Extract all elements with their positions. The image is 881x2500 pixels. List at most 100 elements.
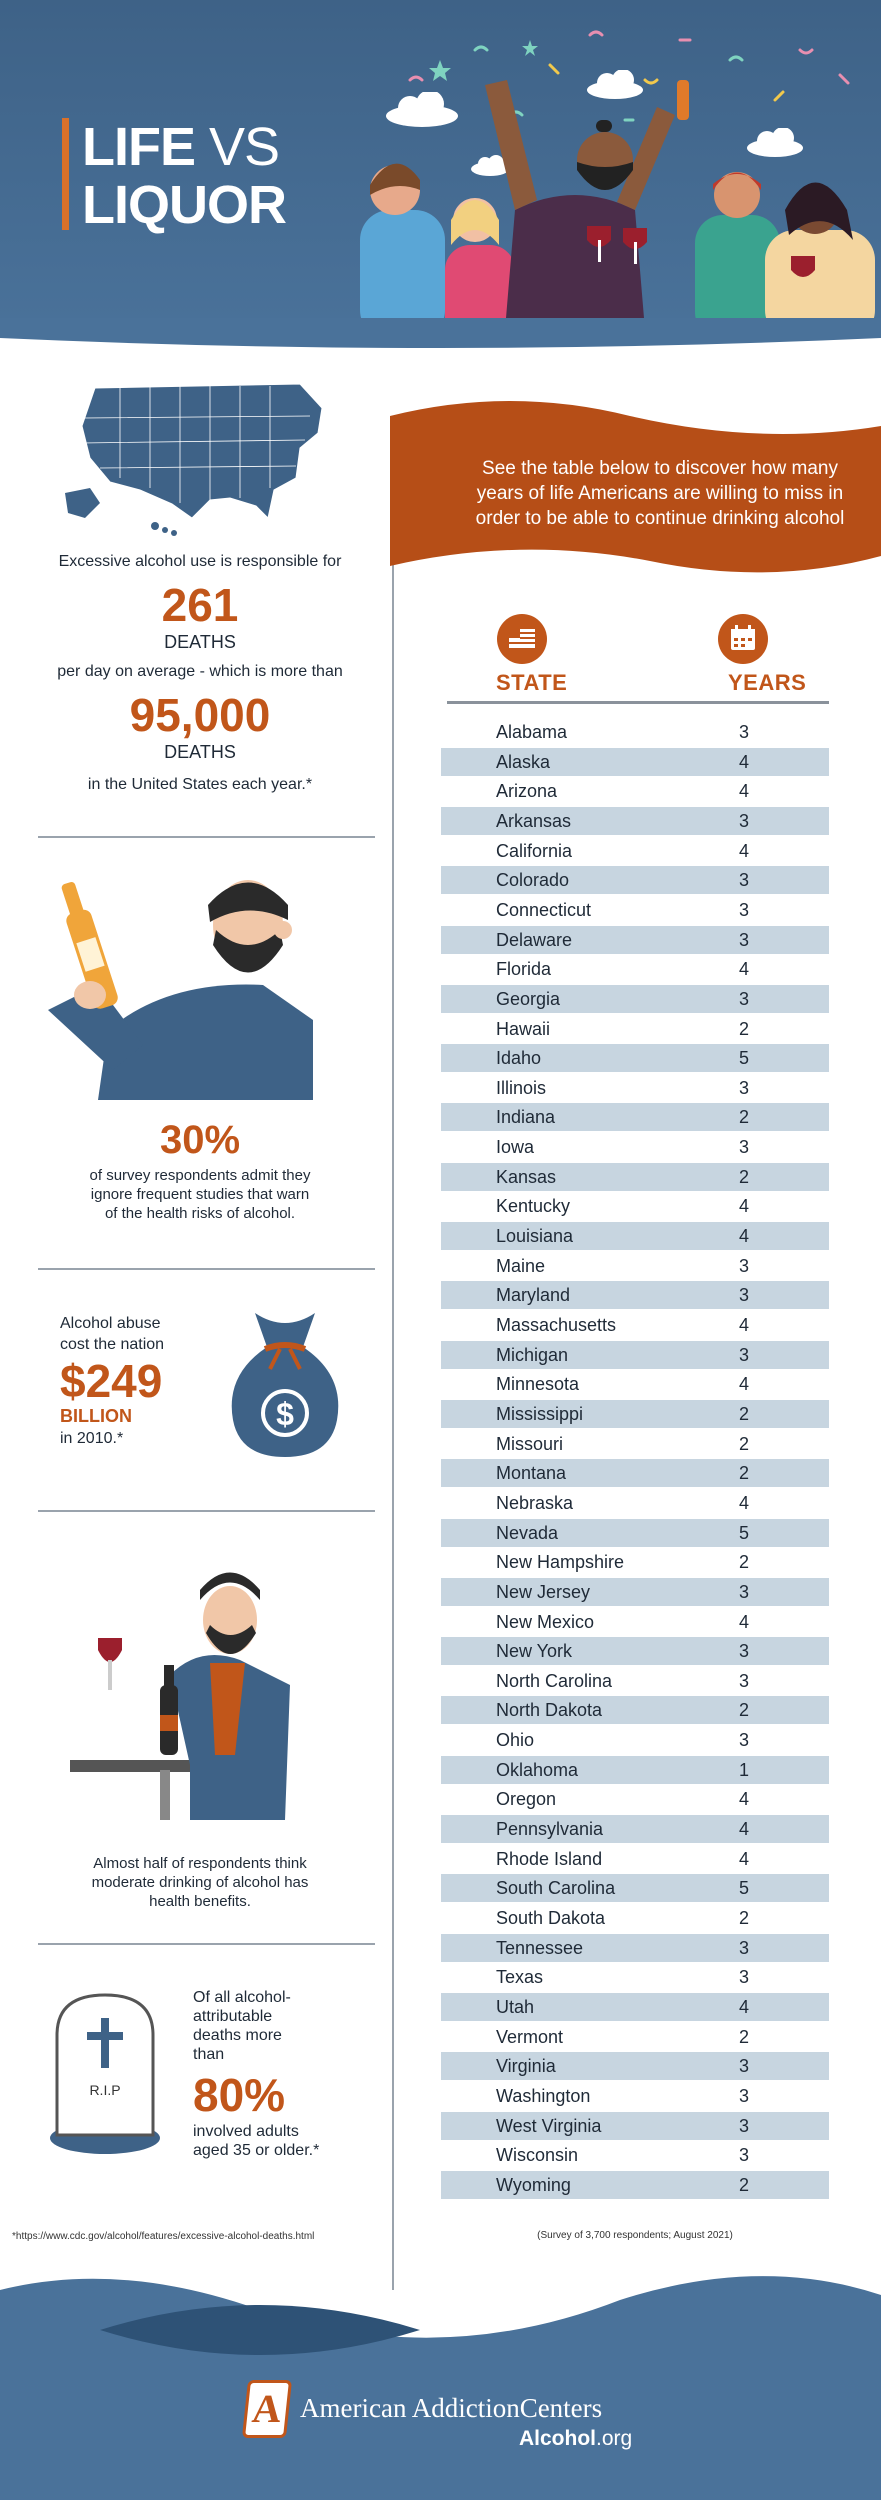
state-name: Tennessee [496,1937,584,1958]
table-row: Montana 2 [441,1459,829,1488]
years-value: 3 [738,899,749,920]
table-row: Indiana 2 [441,1103,829,1132]
table-row: South Dakota 2 [441,1904,829,1932]
years-value: 3 [738,2145,749,2166]
table-row: Minnesota 4 [441,1370,829,1398]
table-row: Ohio 3 [441,1726,829,1754]
table-row: Louisiana 4 [441,1222,829,1251]
table-row: Nevada 5 [441,1518,829,1547]
moderate-text-line-1: Almost half of respondents think [93,1855,307,1872]
table-row: Wyoming 2 [441,2170,829,2199]
cost-text-line-1: Alcohol abuse [60,1315,161,1332]
years-value: 4 [738,781,749,802]
age-text-block-2: involved adults aged 35 or older.* [193,2122,319,2160]
footer-wave [0,2276,881,2500]
state-name: Utah [496,1996,535,2017]
state-name: Virginia [496,2056,556,2077]
state-name: Idaho [496,1048,542,1069]
section-divider [38,836,375,838]
years-value: 4 [738,751,749,772]
table-row: Iowa 3 [441,1133,829,1161]
deaths-per-day-value: 261 [161,579,239,631]
survey-text-line-2: ignore frequent studies that warn [90,1186,310,1203]
years-value: 3 [738,1730,749,1751]
banner-line-1: See the table below to discover how many [482,458,838,479]
table-header-years: YEARS [728,670,807,695]
section-divider [38,1510,375,1512]
column-divider [392,520,394,2290]
years-value: 4 [738,840,749,861]
state-name: Oklahoma [496,1759,579,1780]
banner-line-3: order to be able to continue drinking al… [475,508,845,529]
survey-text-line-3: of the health risks of alcohol. [104,1205,296,1222]
survey-note: (Survey of 3,700 respondents; August 202… [537,2230,733,2241]
years-value: 3 [738,929,749,950]
years-value: 3 [738,1967,749,1988]
years-value: 3 [738,1581,749,1602]
source-footnote: *https://www.cdc.gov/alcohol/features/ex… [12,2231,315,2242]
calendar-icon [718,614,768,664]
table-row: Texas 3 [441,1963,829,1991]
years-value: 4 [738,1315,749,1335]
state-name: Florida [496,959,552,980]
table-row: Arkansas 3 [441,806,829,835]
state-name: Iowa [496,1137,535,1158]
years-value: 4 [738,1819,749,1840]
table-row: Michigan 3 [441,1340,829,1369]
table-row: Oregon 4 [441,1785,829,1813]
state-name: New Hampshire [496,1552,625,1573]
table-row: Massachusetts 4 [441,1311,829,1339]
state-name: Alabama [496,722,568,742]
years-value: 3 [738,722,749,742]
cloud-icon [747,128,803,157]
table-row: New York 3 [441,1637,829,1666]
years-value: 4 [738,959,749,980]
table-row: Pennsylvania 4 [441,1815,829,1844]
page-title-line-1: LIFE VS [82,117,280,177]
intro-banner-text: See the table below to discover how many… [455,456,865,531]
table-row: Virginia 3 [441,2052,829,2081]
deaths-label: DEATHS [164,632,236,652]
state-name: Missouri [496,1433,564,1454]
brand-name[interactable]: American AddictionCenters [300,2393,603,2423]
state-name: Rhode Island [496,1848,603,1869]
years-value: 4 [738,1374,749,1395]
years-value: 1 [738,1759,749,1780]
page-title-line-2: LIQUOR [82,175,287,235]
table-row: Alabama 3 [441,718,829,746]
years-value: 3 [738,1937,749,1958]
table-row: Missouri 2 [441,1430,829,1458]
table-row: Washington 3 [441,2082,829,2110]
cost-year: in 2010.* [60,1430,124,1447]
years-value: 4 [738,1196,749,1217]
years-value: 2 [738,1700,749,1721]
table-row: Tennessee 3 [441,1933,829,1962]
years-value: 3 [738,1670,749,1691]
survey-percent-value: 30% [159,1118,241,1162]
state-name: Vermont [496,2026,564,2047]
table-row: Hawaii 2 [441,1015,829,1043]
state-name: Indiana [496,1107,556,1128]
deaths-intro-text: Excessive alcohol use is responsible for [58,553,342,570]
years-value: 2 [738,1908,749,1928]
header-banner: LIFE VS LIQUOR [0,0,881,338]
years-value: 2 [738,1166,749,1187]
site-name[interactable]: Alcohol.org [519,2427,633,2450]
brand-logo-icon: A [241,2380,293,2438]
years-value: 3 [738,1285,749,1306]
state-name: Pennsylvania [496,1819,604,1840]
state-name: Oregon [496,1789,557,1810]
age-text-line-5: involved adults [193,2123,299,2140]
state-name: Arizona [496,781,558,802]
table-row: Vermont 2 [441,2023,829,2051]
years-value: 2 [738,2174,749,2195]
table-row: New Mexico 4 [441,1608,829,1636]
tombstone-icon: R.I.P [50,1993,160,2154]
table-header-state: STATE [496,670,568,695]
svg-text:$: $ [276,1396,294,1432]
years-value: 2 [738,2026,749,2047]
age-text-line-6: aged 35 or older.* [193,2142,320,2159]
state-name: Hawaii [496,1018,551,1039]
state-name: North Dakota [496,1700,603,1721]
years-value: 3 [738,870,749,891]
